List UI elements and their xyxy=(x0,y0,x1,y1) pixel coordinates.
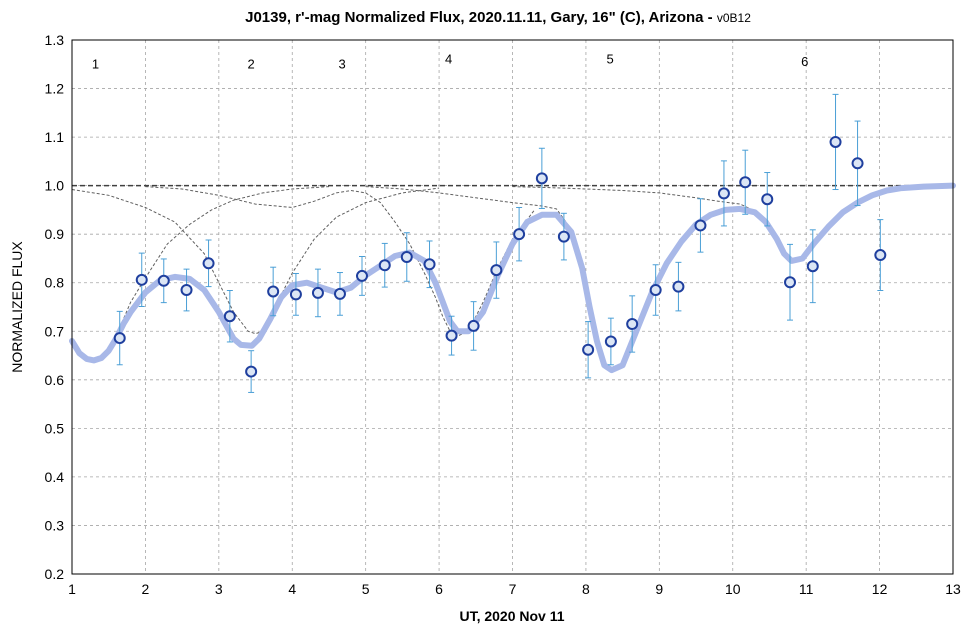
y-tick-label: 0.6 xyxy=(45,372,65,388)
data-point xyxy=(223,310,236,323)
y-tick-label: 0.8 xyxy=(45,275,65,291)
x-tick-label: 3 xyxy=(215,581,223,597)
x-tick-label: 7 xyxy=(509,581,517,597)
x-tick-label: 1 xyxy=(68,581,76,597)
data-point xyxy=(423,258,436,271)
component-model-line xyxy=(71,186,330,361)
chart-title: J0139, r'-mag Normalized Flux, 2020.11.1… xyxy=(245,9,751,26)
combined-model-line xyxy=(69,182,956,374)
data-point xyxy=(535,172,548,185)
component-model-line xyxy=(365,186,697,369)
x-tick-label: 13 xyxy=(945,581,961,597)
data-point xyxy=(694,219,707,232)
data-point xyxy=(557,230,570,243)
x-tick-label: 10 xyxy=(725,581,741,597)
data-point xyxy=(761,193,774,206)
data-point xyxy=(289,288,302,301)
y-axis-label: NORMALIZED FLUX xyxy=(9,241,25,373)
x-tick-label: 12 xyxy=(872,581,888,597)
y-tick-label: 1.1 xyxy=(45,129,65,145)
data-point xyxy=(180,284,193,297)
event-annotation-label: 6 xyxy=(801,54,808,69)
data-point xyxy=(717,187,730,200)
data-point xyxy=(267,285,280,298)
y-tick-label: 0.3 xyxy=(45,517,65,533)
data-point xyxy=(649,284,662,297)
x-tick-label: 9 xyxy=(655,581,663,597)
y-tick-label: 0.5 xyxy=(45,420,65,436)
data-point xyxy=(851,157,864,170)
data-point xyxy=(490,264,503,277)
x-tick-label: 4 xyxy=(288,581,296,597)
data-points xyxy=(113,135,887,378)
y-tick-label: 1.2 xyxy=(45,81,65,97)
data-point xyxy=(604,335,617,348)
data-point xyxy=(245,365,258,378)
data-point xyxy=(157,274,170,287)
data-point xyxy=(445,329,458,342)
tick-labels: 1 2 3 4 5 6 7 8 9 10 11 12 130.20.30.40.50.60.70.80.… xyxy=(45,32,961,597)
data-point xyxy=(135,273,148,286)
data-point xyxy=(874,249,887,262)
y-tick-label: 0.4 xyxy=(45,469,65,485)
data-point xyxy=(202,257,215,270)
x-tick-label: 5 xyxy=(362,581,370,597)
data-point xyxy=(829,135,842,148)
plot-frame xyxy=(71,39,954,575)
event-annotation-label: 4 xyxy=(445,51,452,66)
y-tick-label: 1.3 xyxy=(45,32,65,48)
data-point xyxy=(355,269,368,282)
component-model-line xyxy=(71,187,440,335)
event-annotation-label: 1 xyxy=(92,56,99,71)
data-point xyxy=(582,343,595,356)
x-tick-label: 8 xyxy=(582,581,590,597)
data-point xyxy=(806,260,819,273)
event-annotation-label: 2 xyxy=(248,56,255,71)
data-point xyxy=(113,332,126,345)
y-tick-label: 1.0 xyxy=(45,178,65,194)
x-tick-label: 6 xyxy=(435,581,443,597)
data-point xyxy=(739,176,752,189)
data-point xyxy=(467,319,480,332)
chart-title-main: J0139, r'-mag Normalized Flux, 2020.11.1… xyxy=(245,9,717,26)
error-bars xyxy=(116,93,884,393)
data-point xyxy=(311,286,324,299)
combined-model xyxy=(69,182,956,374)
data-point xyxy=(784,276,797,289)
chart-title-version: v0B12 xyxy=(717,11,751,25)
gridlines xyxy=(72,40,953,574)
data-point xyxy=(378,259,391,272)
event-annotation-label: 3 xyxy=(339,56,346,71)
x-tick-label: 11 xyxy=(799,581,814,597)
data-point xyxy=(513,228,526,241)
data-point xyxy=(672,280,685,293)
x-axis-label: UT, 2020 Nov 11 xyxy=(459,608,564,624)
y-tick-label: 0.2 xyxy=(45,566,65,582)
data-point xyxy=(333,287,346,300)
y-tick-label: 0.7 xyxy=(45,323,65,339)
event-annotations: 1 2 3 4 5 6 xyxy=(92,51,808,71)
y-tick-label: 0.9 xyxy=(45,226,65,242)
event-annotation-label: 5 xyxy=(607,51,614,66)
data-point xyxy=(400,250,413,263)
x-tick-label: 2 xyxy=(142,581,150,597)
data-point xyxy=(626,317,639,330)
